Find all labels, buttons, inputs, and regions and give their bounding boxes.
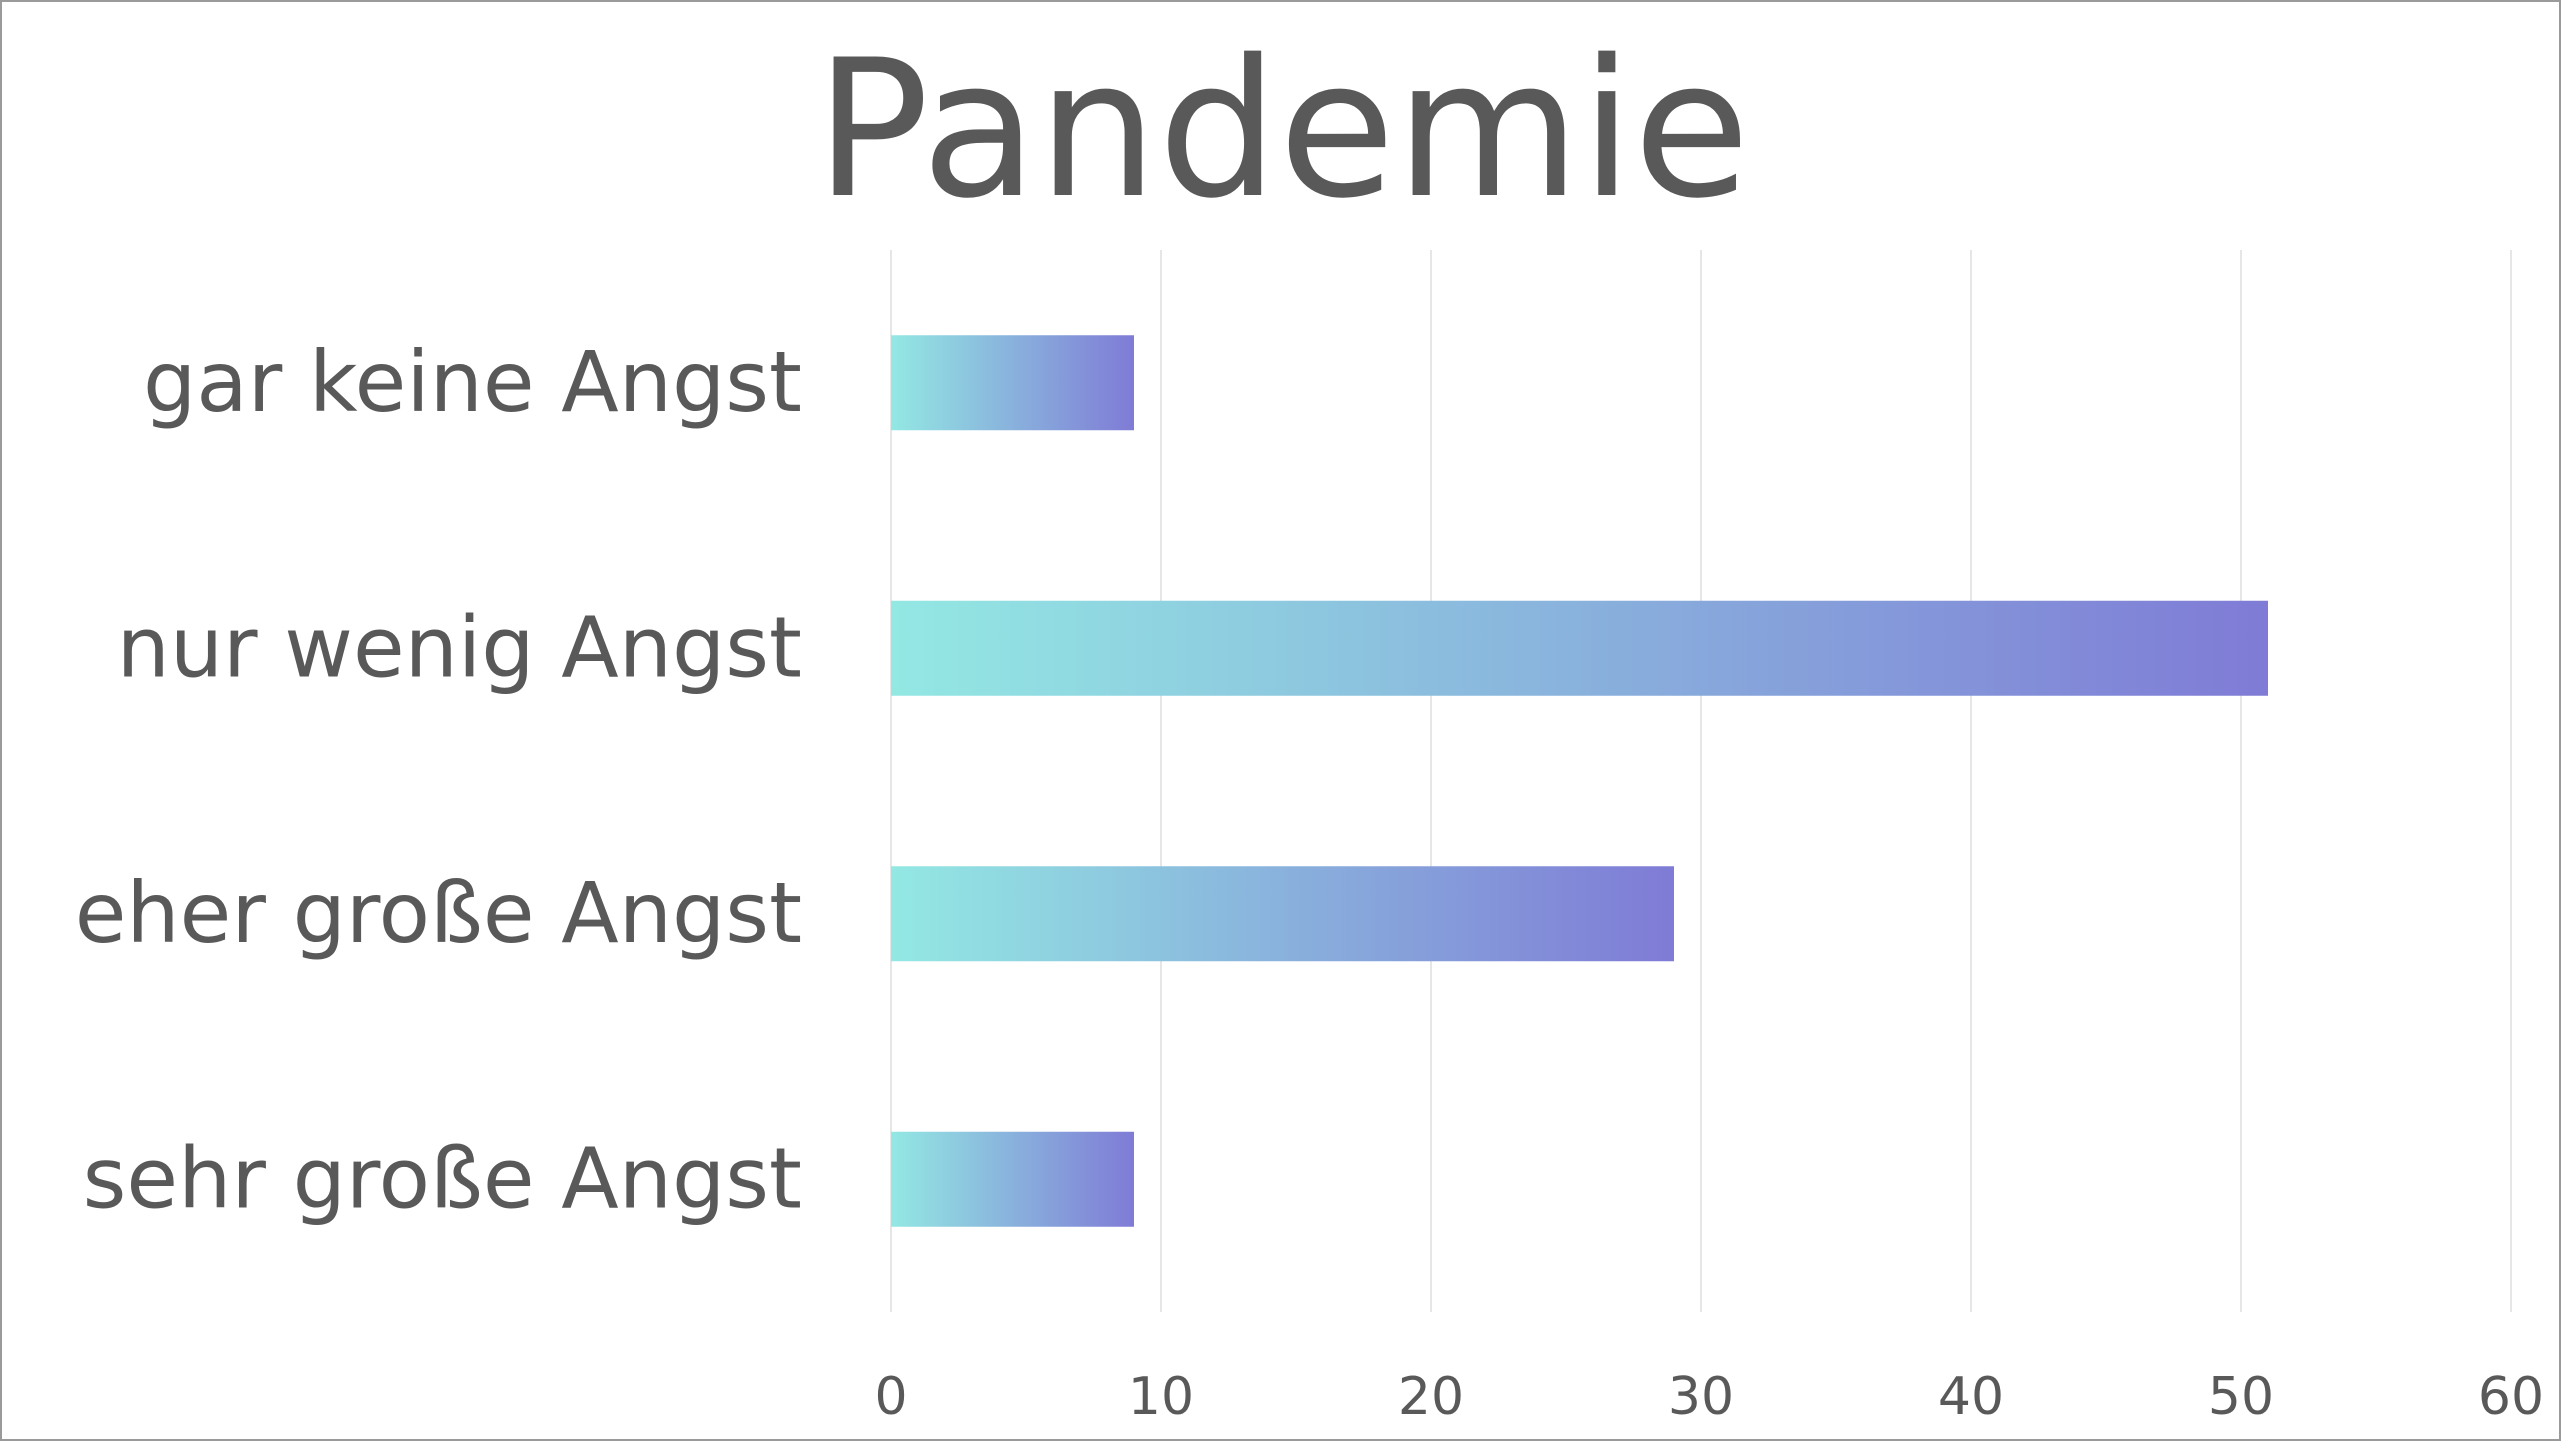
x-tick-label: 30 xyxy=(1668,1367,1734,1427)
x-tick-label: 10 xyxy=(1128,1367,1194,1427)
category-label: sehr große Angst xyxy=(83,1129,802,1227)
category-labels: gar keine Angst nur wenig Angst eher große… xyxy=(75,333,802,1228)
x-tick-label: 60 xyxy=(2478,1367,2544,1427)
x-tick-label: 40 xyxy=(1938,1367,2004,1427)
x-tick-label: 0 xyxy=(874,1367,907,1427)
bar xyxy=(891,1131,1134,1227)
x-tick-label: 20 xyxy=(1398,1367,1464,1427)
category-label: nur wenig Angst xyxy=(117,598,802,696)
chart-title: Pandemie xyxy=(814,19,1751,240)
category-label: eher große Angst xyxy=(75,864,802,962)
x-tick-label: 50 xyxy=(2208,1367,2274,1427)
bar xyxy=(891,335,1134,431)
bars xyxy=(891,335,2268,1227)
bar xyxy=(891,600,2268,696)
category-label: gar keine Angst xyxy=(143,333,802,431)
x-axis-ticks: 0 10 20 30 40 50 60 xyxy=(874,1367,2544,1427)
bar xyxy=(891,866,1674,962)
